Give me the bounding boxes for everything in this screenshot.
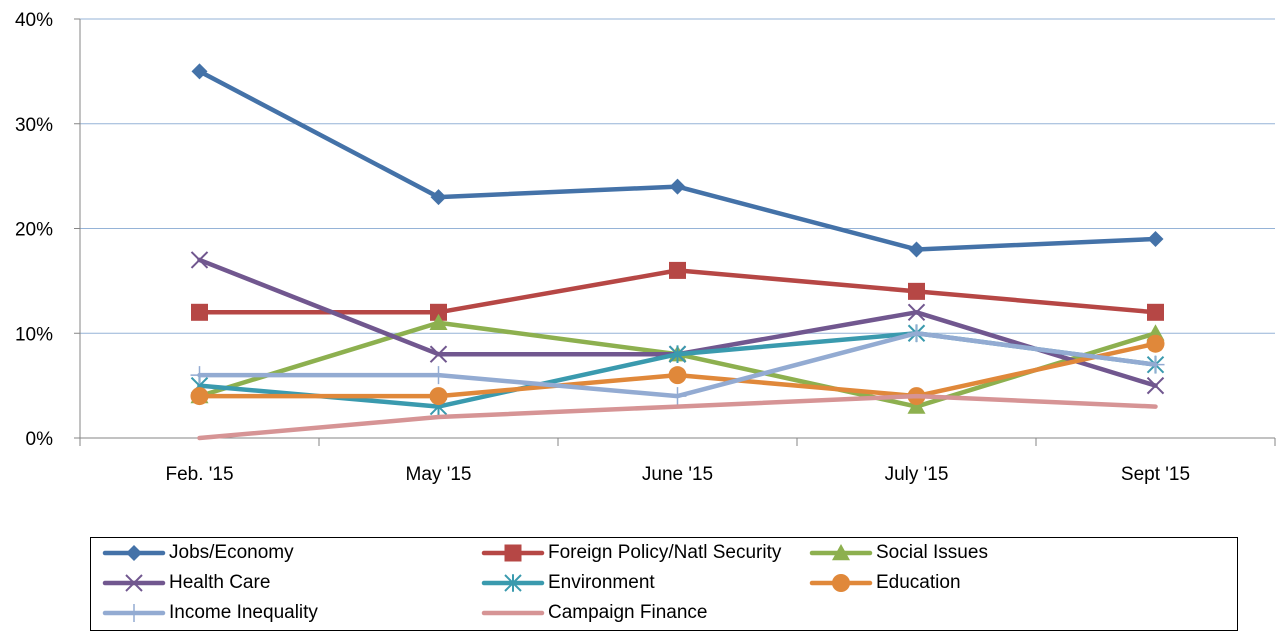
data-point [1146,376,1165,395]
data-point [669,261,686,279]
data-point [668,366,687,385]
data-point [668,345,687,363]
data-point [907,397,926,414]
data-point [907,303,926,322]
y-tick-label: 30% [15,115,53,136]
legend-item: Foreign Policy/Natl Security [478,540,781,566]
legend-item: Income Inequality [99,600,318,626]
data-point [907,324,926,343]
x-tick-label: July '15 [885,464,949,485]
x-tick-label: May '15 [406,464,472,485]
legend-label: Jobs/Economy [169,542,294,563]
y-tick-label: 10% [15,324,53,345]
data-point [126,545,142,561]
legend-label: Foreign Policy/Natl Security [548,542,782,563]
series-education [190,334,1165,406]
legend-label: Social Issues [876,542,988,563]
series-income-inequality [190,324,1165,406]
data-point [125,574,143,592]
y-axis-tick-labels: 0% 10% 20% 30% 40% [15,10,53,450]
series-foreign-policy-natl-security [191,261,1164,321]
series-line [197,393,1158,441]
legend-swatch [102,574,166,592]
data-point [430,303,447,321]
legend-swatch [481,544,545,562]
data-point [190,366,209,385]
data-point [429,387,448,406]
data-point [1147,303,1164,321]
legend-label: Health Care [169,572,271,593]
legend-label: Education [876,572,961,593]
legend-swatch [102,604,166,622]
data-point [1147,230,1164,247]
y-tick-label: 20% [15,220,53,241]
data-point [125,604,143,622]
legend-swatch [809,574,873,592]
legend-label: Environment [548,572,655,593]
x-tick-label: June '15 [642,464,713,485]
legend-label: Income Inequality [169,602,318,623]
legend-item: Social Issues [806,540,988,566]
x-tick-label: Feb. '15 [165,464,233,485]
data-point [832,544,850,561]
y-tick-label: 40% [15,10,53,31]
x-axis-tick-labels: Feb. '15 May '15 June '15 July '15 Sept '15 [165,464,1190,485]
legend-swatch [481,610,545,616]
data-point [430,189,447,206]
data-point [190,251,209,269]
legend-swatch [481,574,545,592]
gridlines [80,18,1275,334]
data-point [832,574,850,592]
data-point [429,366,448,385]
legend-swatch [102,545,166,561]
legend-item: Environment [478,570,655,596]
x-tick-label: Sept '15 [1121,464,1190,485]
series-jobs-economy [191,63,1164,258]
data-point [504,574,522,592]
legend-label: Campaign Finance [548,602,708,623]
legend-item: Campaign Finance [478,600,707,626]
data-point [908,241,925,258]
legend-item: Education [806,570,961,596]
series-group [190,63,1165,441]
data-point [190,387,209,406]
legend: Jobs/Economy Foreign Policy/Natl Security… [90,537,1238,631]
data-point [668,387,687,406]
data-point [669,178,686,195]
legend-item: Jobs/Economy [99,540,294,566]
legend-swatch [809,544,873,561]
series-line [197,69,1158,252]
legend-item: Health Care [99,570,270,596]
data-point [1146,334,1165,353]
data-point [429,345,448,363]
data-point [908,282,925,300]
axes [74,18,1276,446]
line-chart: 0% 10% 20% 30% 40% Feb. '15 May '15 June '15 Ju… [15,10,1276,485]
data-point [191,303,208,321]
data-point [191,63,208,80]
data-point [504,544,522,562]
y-tick-label: 0% [26,429,54,450]
series-campaign-finance [197,393,1158,441]
data-point [1146,355,1165,374]
data-point [429,313,448,330]
